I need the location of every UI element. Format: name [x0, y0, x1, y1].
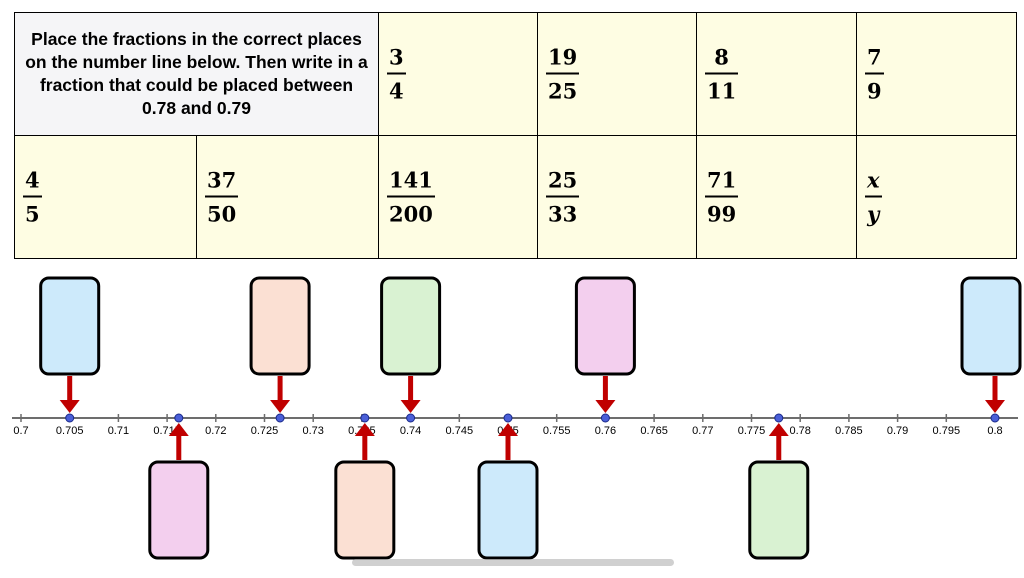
- tick-label: 0.8: [987, 425, 1002, 437]
- number-line-point: [503, 413, 513, 423]
- denominator: 4: [389, 78, 404, 104]
- denominator: 5: [25, 201, 40, 227]
- fraction-cell: 25 33: [537, 135, 697, 259]
- numerator: 7: [867, 44, 882, 70]
- numerator: 8: [714, 44, 729, 70]
- tick-label: 0.71: [108, 425, 129, 437]
- fraction-bar: [546, 195, 580, 198]
- number-line-point: [990, 413, 1000, 423]
- answer-box[interactable]: [249, 276, 311, 376]
- numerator: 25: [548, 167, 578, 193]
- fraction-bar: [387, 195, 435, 198]
- fraction-bar: [865, 72, 884, 75]
- number-line-point: [600, 413, 610, 423]
- tick-label: 0.76: [595, 425, 616, 437]
- tick-label: 0.785: [835, 425, 863, 437]
- fraction-bar: [546, 72, 580, 75]
- tick-label: 0.79: [887, 425, 908, 437]
- fraction-table: Place the fractions in the correct place…: [14, 12, 1017, 259]
- answer-box[interactable]: [574, 276, 636, 376]
- denominator: 33: [548, 201, 578, 227]
- numerator: 4: [25, 167, 40, 193]
- pointer-arrow-head: [768, 423, 789, 436]
- fraction-141-200[interactable]: 141 200: [387, 168, 435, 227]
- tick-label: 0.74: [400, 425, 421, 437]
- number-line-point: [174, 413, 184, 423]
- denominator: 9: [867, 78, 882, 104]
- fraction-25-33[interactable]: 25 33: [546, 167, 580, 227]
- instruction-cell: Place the fractions in the correct place…: [14, 12, 379, 136]
- fraction-cell: 71 99: [696, 135, 857, 259]
- denominator: 99: [707, 201, 737, 227]
- fraction-19-25[interactable]: 19 25: [546, 44, 580, 104]
- tick-label: 0.7: [13, 425, 28, 437]
- tick-label: 0.705: [56, 425, 84, 437]
- fraction-71-99[interactable]: 71 99: [705, 167, 739, 227]
- answer-box[interactable]: [148, 460, 210, 560]
- pointer-arrow-head: [270, 400, 291, 413]
- tick-label: 0.77: [692, 425, 713, 437]
- number-line-point: [406, 413, 416, 423]
- fraction-8-11[interactable]: 8 11: [705, 44, 739, 104]
- tick-label: 0.73: [302, 425, 323, 437]
- numerator: 37: [207, 167, 237, 193]
- pointer-arrow-head: [595, 400, 616, 413]
- numerator: 3: [389, 44, 404, 70]
- tick-label: 0.775: [738, 425, 766, 437]
- fraction-cell: 141 200: [378, 135, 538, 259]
- tick-label: 0.745: [446, 425, 474, 437]
- number-line-point: [275, 413, 285, 423]
- denominator: 50: [207, 201, 237, 227]
- pointer-arrow-head: [498, 423, 518, 436]
- number-line-point: [774, 413, 784, 423]
- number-line-point: [360, 413, 370, 423]
- pointer-arrow-head: [59, 400, 80, 413]
- answer-box[interactable]: [380, 276, 442, 376]
- fraction-bar: [205, 195, 239, 198]
- tick-label: 0.765: [640, 425, 668, 437]
- answer-box[interactable]: [748, 460, 810, 560]
- denominator: y: [867, 201, 880, 227]
- numerator: 141: [389, 167, 433, 193]
- number-line-point: [65, 413, 75, 423]
- fraction-bar: [23, 195, 42, 198]
- fraction-bar: [705, 72, 739, 75]
- answer-box[interactable]: [477, 460, 539, 560]
- pointer-arrow-head: [168, 423, 189, 436]
- tick-label: 0.725: [251, 425, 279, 437]
- denominator: 25: [548, 78, 578, 104]
- tick-label: 0.72: [205, 425, 226, 437]
- fraction-bar: [387, 72, 406, 75]
- answer-box[interactable]: [334, 460, 396, 560]
- tick-label: 0.795: [933, 425, 961, 437]
- tick-label: 0.755: [543, 425, 571, 437]
- fraction-bar: [865, 195, 882, 198]
- fraction-cell: 8 11: [696, 12, 857, 136]
- pointer-arrow-head: [400, 400, 421, 413]
- denominator: 200: [389, 201, 433, 227]
- fraction-cell: 37 50: [196, 135, 379, 259]
- tick-label: 0.78: [789, 425, 810, 437]
- numerator: 71: [707, 167, 737, 193]
- fraction-bar: [705, 195, 739, 198]
- fraction-37-50[interactable]: 37 50: [205, 167, 239, 227]
- pointer-arrow-head: [354, 423, 375, 436]
- horizontal-scrollbar[interactable]: [352, 559, 674, 566]
- numerator: 19: [548, 44, 578, 70]
- denominator: 11: [707, 78, 737, 104]
- numerator: x: [867, 167, 880, 193]
- answer-box[interactable]: [960, 276, 1022, 376]
- pointer-arrow-head: [985, 400, 1005, 413]
- instruction-text: Place the fractions in the correct place…: [25, 29, 368, 118]
- answer-box[interactable]: [39, 276, 101, 376]
